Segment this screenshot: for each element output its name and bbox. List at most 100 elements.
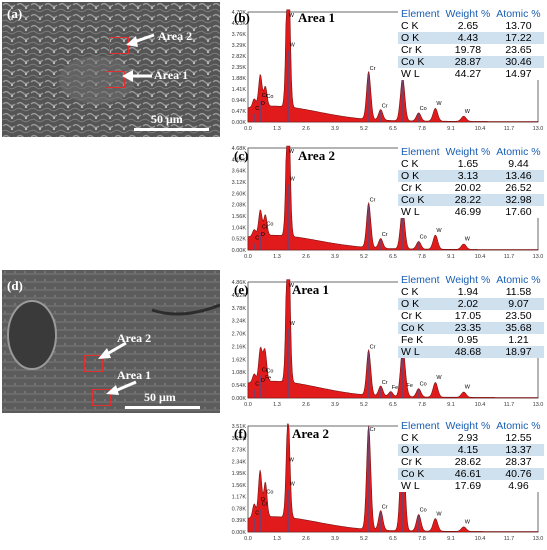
table-cell-atomic: 14.97 bbox=[505, 68, 532, 80]
y-tick-label: 2.60K bbox=[232, 191, 247, 197]
table-cell-weight: 48.68 bbox=[442, 346, 494, 358]
y-tick-label: 3.29K bbox=[232, 43, 247, 49]
table-cell-atomic: 9.44 bbox=[508, 158, 529, 170]
x-tick-label: 5.2 bbox=[360, 402, 368, 408]
y-tick-label: 0.78K bbox=[232, 506, 247, 512]
table-cell-weight: 1.94 bbox=[457, 286, 479, 298]
y-tick-label: 3.51K bbox=[232, 424, 247, 430]
y-tick-label: 1.56K bbox=[232, 483, 247, 489]
spectrum-area bbox=[247, 9, 539, 123]
peak-label-cr: Cr bbox=[382, 380, 388, 386]
table-cell-atomic: 18.97 bbox=[493, 346, 544, 358]
table-row: Fe K 0.95 1.21 bbox=[398, 334, 544, 346]
peak-label-w: W bbox=[289, 149, 295, 155]
panel-letter-f: (f) bbox=[234, 426, 247, 441]
table-cell-atomic: 9.07 bbox=[493, 298, 544, 310]
table-header-cell: Atomic % bbox=[496, 146, 541, 158]
x-tick-label: 9.1 bbox=[447, 536, 455, 542]
peak-label-w: W bbox=[289, 458, 295, 464]
peak-label-cr: Cr bbox=[370, 345, 376, 351]
table-cell-weight: 4.43 bbox=[442, 32, 494, 44]
x-tick-label: 6.5 bbox=[389, 126, 397, 132]
table-cell-weight: 28.87 bbox=[442, 56, 494, 68]
area1-label-a: Area 1 bbox=[154, 68, 189, 82]
eds-table-f: Element Weight % Atomic % C K 2.93 12.55 O K 4.… bbox=[398, 420, 544, 492]
table-row: O K 4.15 13.37 bbox=[398, 444, 544, 456]
panel-letter-d: (d) bbox=[7, 278, 23, 293]
table-header-row: Element Weight % Atomic % bbox=[398, 146, 544, 158]
peak-label-w: W bbox=[290, 43, 296, 49]
x-tick-label: 9.1 bbox=[447, 402, 455, 408]
table-cell-element: Co K bbox=[398, 56, 443, 68]
x-tick-label: 6.5 bbox=[389, 254, 397, 260]
table-cell-atomic: 13.37 bbox=[493, 444, 544, 456]
table-cell-element: Cr K bbox=[401, 456, 422, 468]
table-row: O K 4.43 17.22 bbox=[398, 32, 544, 44]
y-tick-label: 2.73K bbox=[232, 448, 247, 454]
spectrum-title-e: Area 1 bbox=[292, 282, 329, 297]
table-cell-element: Cr K bbox=[401, 182, 422, 194]
table-row: Cr K 17.05 23.50 bbox=[398, 310, 544, 322]
y-tick-label: 0.94K bbox=[232, 98, 247, 104]
peak-label-co: Co bbox=[420, 382, 427, 388]
y-tick-label: 0.47K bbox=[232, 109, 247, 115]
x-tick-label: 1.3 bbox=[273, 126, 281, 132]
table-cell-weight: 4.15 bbox=[442, 444, 494, 456]
peak-label-co: Co bbox=[420, 106, 427, 112]
table-row: C K 2.93 12.55 bbox=[398, 432, 544, 444]
peak-label-o: O bbox=[261, 497, 266, 503]
area2-label-a: Area 2 bbox=[158, 29, 193, 43]
y-tick-label: 0.54K bbox=[232, 383, 247, 389]
table-cell-weight: 0.95 bbox=[457, 334, 479, 346]
peak-label-cr: Cr bbox=[262, 225, 268, 231]
x-tick-label: 13.0 bbox=[533, 536, 544, 542]
y-tick-label: 2.34K bbox=[232, 459, 247, 465]
y-tick-label: 3.12K bbox=[232, 180, 247, 186]
spectrum-f-plot: 0.00K 0.39K 0.78K 1.17K 1.56K 1.95K 2.34K 2.73K… bbox=[232, 423, 544, 542]
table-header-row: Element Weight % Atomic % bbox=[398, 274, 544, 286]
area2-box-a bbox=[109, 37, 129, 54]
peak-label-cr: Cr bbox=[370, 197, 376, 203]
arrow-area1-d bbox=[106, 380, 137, 395]
x-tick-label: 0.0 bbox=[244, 254, 252, 260]
y-tick-label: 4.32K bbox=[232, 293, 247, 299]
table-header-cell: Element bbox=[401, 8, 440, 20]
y-tick-label: 1.88K bbox=[232, 76, 247, 82]
y-tick-label: 0.52K bbox=[232, 237, 247, 243]
table-cell-element: C K bbox=[401, 286, 419, 298]
table-header-cell: Atomic % bbox=[496, 420, 541, 432]
y-tick-label: 4.23K bbox=[232, 21, 247, 27]
table-cell-weight: 1.65 bbox=[457, 158, 479, 170]
peak-label-w: W bbox=[290, 482, 296, 488]
spectrum-area bbox=[247, 145, 539, 251]
x-tick-label: 10.4 bbox=[475, 254, 486, 260]
table-cell-weight: 28.22 bbox=[442, 194, 494, 206]
x-tick-label: 2.6 bbox=[302, 254, 310, 260]
peak-label-fe: Fe bbox=[265, 376, 271, 382]
x-tick-label: 6.5 bbox=[389, 536, 397, 542]
x-tick-label: 10.4 bbox=[475, 402, 486, 408]
x-tick-label: 2.6 bbox=[302, 126, 310, 132]
table-cell-weight: 20.02 bbox=[454, 182, 482, 194]
x-tick-label: 10.4 bbox=[475, 126, 486, 132]
y-tick-label: 1.04K bbox=[232, 225, 247, 231]
y-tick-label: 4.70K bbox=[232, 10, 247, 16]
table-cell-element: O K bbox=[398, 298, 443, 310]
table-row: C K 1.65 9.44 bbox=[398, 158, 544, 170]
x-tick-label: 0.0 bbox=[244, 126, 252, 132]
table-cell-weight: 2.65 bbox=[457, 20, 479, 32]
spectrum-b: 0.00K 0.47K 0.94K 1.41K 1.88K 2.35K 2.82K 3.29K… bbox=[220, 0, 545, 140]
peak-label-cr: Cr bbox=[370, 427, 376, 433]
peak-label-w: W bbox=[436, 375, 442, 381]
table-header-cell: Element bbox=[401, 146, 440, 158]
peak-label-w: W bbox=[290, 321, 296, 327]
x-tick-label: 5.2 bbox=[360, 126, 368, 132]
peak-label-w: W bbox=[289, 13, 295, 19]
table-cell-weight: 23.35 bbox=[442, 322, 494, 334]
table-row: Co K 28.87 30.46 bbox=[398, 56, 544, 68]
peak-label-c: C bbox=[255, 382, 259, 388]
peak-label-cr: Cr bbox=[262, 501, 268, 507]
x-tick-label: 6.5 bbox=[389, 402, 397, 408]
table-cell-atomic: 17.22 bbox=[493, 32, 544, 44]
peak-label-co: Co bbox=[420, 507, 427, 513]
